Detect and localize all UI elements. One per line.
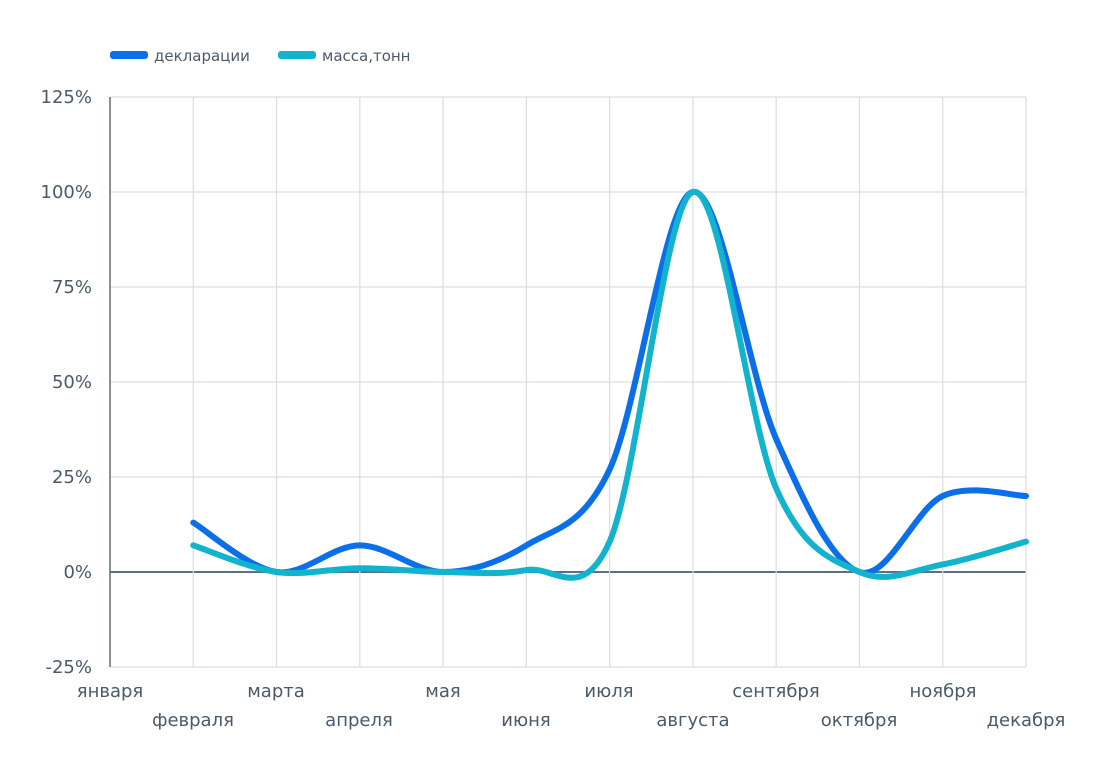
legend-label-declarations: декларации	[154, 47, 250, 65]
legend-label-mass: масса,тонн	[322, 47, 411, 65]
y-tick-label: -25%	[45, 657, 92, 678]
x-tick-label: апреля	[325, 710, 393, 731]
x-tick-label: декабря	[987, 710, 1066, 731]
y-tick-label: 100%	[41, 182, 92, 203]
series-line-mass	[190, 189, 1029, 581]
x-tick-label: марта	[247, 681, 305, 702]
legend-swatch-declarations	[110, 51, 148, 59]
y-tick-label: 75%	[52, 277, 92, 298]
x-tick-label: октября	[821, 710, 898, 731]
y-tick-label: 125%	[41, 87, 92, 108]
x-tick-label: февраля	[152, 710, 234, 731]
x-tick-label: сентября	[732, 681, 819, 702]
y-tick-label: 25%	[52, 467, 92, 488]
x-tick-label: ноября	[910, 681, 977, 702]
x-tick-label: мая	[425, 681, 460, 702]
grid-layer	[109, 96, 1027, 668]
y-axis: -25% 0% 25% 50% 75% 100% 125%	[41, 87, 92, 678]
legend: декларации масса,тонн	[110, 47, 411, 65]
x-tick-label: июня	[501, 710, 550, 731]
x-tick-label: августа	[656, 710, 729, 731]
x-axis: января февраля марта апреля мая июня июл…	[77, 681, 1066, 731]
y-tick-label: 0%	[63, 562, 92, 583]
y-tick-label: 50%	[52, 372, 92, 393]
legend-swatch-mass	[278, 51, 316, 59]
x-tick-label: января	[77, 681, 144, 702]
x-tick-label: июля	[584, 681, 633, 702]
series-layer	[190, 189, 1029, 581]
